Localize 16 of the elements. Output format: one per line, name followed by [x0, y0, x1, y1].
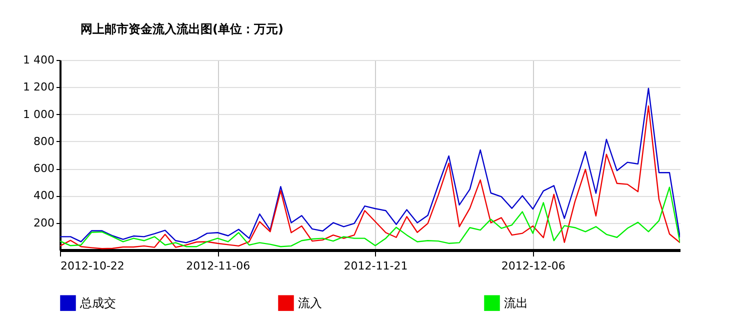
y-tick-label: 200	[34, 216, 54, 230]
y-tick-label: 1 000	[23, 108, 54, 121]
x-tick-label: 2012-12-06	[501, 260, 566, 272]
x-tick-label: 2012-11-21	[344, 260, 408, 272]
y-tick-label: 1 200	[23, 80, 54, 94]
chart-title: 网上邮市资金流入流出图(单位：万元)	[80, 22, 284, 36]
legend-label: 流出	[504, 296, 528, 310]
x-tick-label: 2012-11-06	[186, 260, 250, 272]
y-tick-label: 1 400	[23, 54, 54, 66]
x-tick-label: 2012-10-22	[60, 260, 124, 272]
y-tick-label: 400	[34, 189, 54, 202]
legend-label: 流入	[298, 296, 322, 310]
y-tick-label: 800	[34, 134, 54, 148]
line-series	[60, 186, 680, 248]
y-tick-label: 600	[34, 162, 54, 176]
legend-label: 总成交	[79, 296, 116, 310]
